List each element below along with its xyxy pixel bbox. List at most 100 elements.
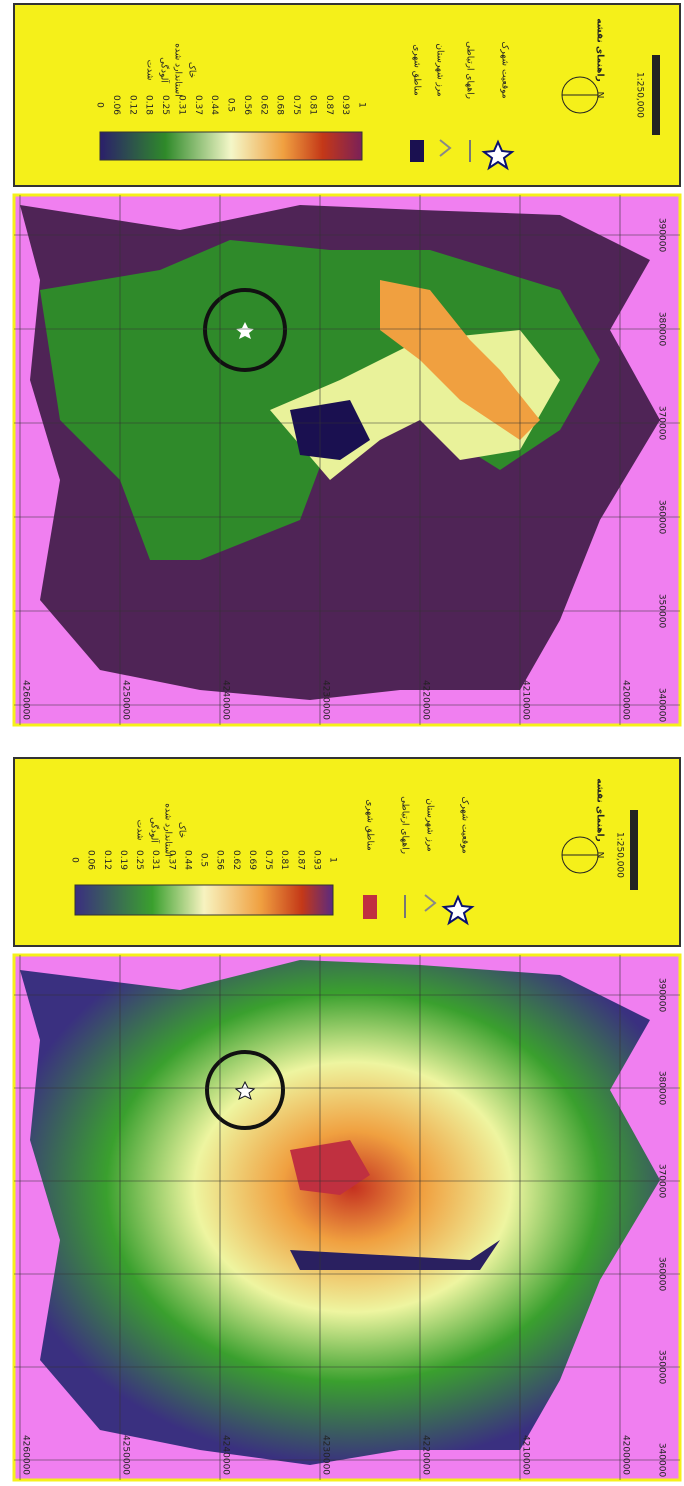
legend-caption: خاک [177, 822, 188, 838]
urban-symbol [363, 895, 377, 919]
scale-label: 0.62 [231, 850, 241, 870]
legend-caption: آلودگی [149, 817, 161, 843]
town-star [236, 322, 254, 339]
scale-label: 0.81 [307, 95, 317, 115]
scale-label: 1 [357, 102, 367, 108]
scale-label: 0.25 [134, 850, 144, 870]
border-symbol [439, 139, 452, 157]
scale-label: 0.56 [215, 850, 225, 870]
grid-label: 340000 [657, 1443, 667, 1478]
scale-label: 0.56 [242, 95, 252, 115]
scale-label: 0.06 [111, 95, 121, 115]
grid-label: 4210000 [521, 680, 531, 720]
scale-label: 0.44 [182, 850, 192, 870]
legend-caption: استاندارد شده [173, 43, 183, 96]
urban-symbol [410, 140, 424, 162]
scale-label: 0.19 [118, 850, 128, 870]
grid-label: 4220000 [421, 1435, 431, 1475]
grid-label: 4200000 [621, 1435, 631, 1475]
legend-title: راهنمای نقشه [595, 18, 605, 81]
scale-text: 1:250,000 [615, 832, 625, 878]
legend-caption: استاندارد شده [163, 803, 173, 856]
scale-label: 0.75 [291, 95, 301, 115]
legend-caption: شدت [135, 820, 145, 841]
grid-label: 4230000 [321, 680, 331, 720]
grid-label: 380000 [657, 1071, 667, 1106]
legend-title: راهنمای نقشه [595, 778, 605, 841]
north-label: N [595, 92, 605, 99]
scale-label: 0.69 [247, 850, 257, 870]
scale-label: 0.06 [86, 850, 96, 870]
grid-label: 360000 [657, 500, 667, 535]
grid-label: 4240000 [221, 680, 231, 720]
legend-item: مناطق شهری [412, 44, 422, 96]
grid-label: 4200000 [621, 680, 631, 720]
low-band [290, 1240, 500, 1270]
scale-label: 0.5 [199, 853, 209, 867]
scale-label: 0.87 [324, 95, 334, 115]
scale-label: 0.31 [176, 95, 186, 115]
legend-caption: آلودگی [159, 57, 171, 83]
scale-label: 0.68 [275, 95, 285, 115]
scale-label: 0.37 [166, 850, 176, 870]
border-symbol [424, 894, 437, 912]
county-heat [20, 960, 660, 1465]
color-ramp [74, 884, 334, 916]
grid-label: 390000 [657, 218, 667, 253]
scale-label: 0.75 [263, 850, 273, 870]
legend-item: مرز شهرستان [435, 43, 445, 96]
star-symbol [441, 894, 475, 926]
legend-item: مناطق شهری [365, 799, 375, 851]
scale-label: 0 [95, 102, 105, 108]
legend-item: راههای ارتباطی [400, 796, 410, 854]
scale-label: 0.37 [193, 95, 203, 115]
grid-label: 370000 [657, 1164, 667, 1199]
scale-label: 0.44 [209, 95, 219, 115]
grid-label: 390000 [657, 978, 667, 1013]
grid-label: 4260000 [21, 1435, 31, 1475]
scale-text: 1:250,000 [635, 72, 645, 118]
grid-label: 4240000 [221, 1435, 231, 1475]
grid-label: 4250000 [121, 680, 131, 720]
scale-label: 0.62 [258, 95, 268, 115]
scale-label: 0.12 [127, 95, 137, 115]
grid-label: 350000 [657, 594, 667, 629]
urban-area [290, 400, 370, 460]
grid-label: 4230000 [321, 1435, 331, 1475]
legend-item: موقعیت شهرک [460, 796, 471, 853]
legend-item: راههای ارتباطی [465, 41, 475, 99]
star-symbol [481, 139, 515, 171]
scale-label: 0.93 [340, 95, 350, 115]
scale-label: 0.5 [226, 98, 236, 112]
grid-label: 4220000 [421, 680, 431, 720]
town-star [234, 1080, 256, 1100]
town-circle [205, 1050, 285, 1130]
scale-bar [630, 810, 638, 890]
legend-caption: شدت [145, 60, 155, 81]
grid-label: 370000 [657, 406, 667, 441]
grid-label: 350000 [657, 1350, 667, 1385]
scale-label: 0.12 [102, 850, 112, 870]
grid-label: 4210000 [521, 1435, 531, 1475]
north-label: N [595, 852, 605, 859]
scale-label: 0.31 [150, 850, 160, 870]
scale-bar [652, 55, 660, 135]
scale-label: 0.93 [311, 850, 321, 870]
town-circle [203, 288, 287, 372]
legend-caption: خاک [187, 62, 198, 78]
color-ramp [99, 131, 363, 161]
scale-label: 0.25 [160, 95, 170, 115]
grid-label: 4260000 [21, 680, 31, 720]
scale-label: 0.18 [144, 95, 154, 115]
scale-label: 1 [328, 857, 338, 863]
scale-label: 0.81 [279, 850, 289, 870]
scale-label: 0.87 [295, 850, 305, 870]
grid-label: 360000 [657, 1257, 667, 1292]
grid-label: 340000 [657, 688, 667, 723]
grid-label: 4250000 [121, 1435, 131, 1475]
legend-item: موقعیت شهرک [500, 41, 511, 98]
legend-item: مرز شهرستان [425, 798, 435, 851]
